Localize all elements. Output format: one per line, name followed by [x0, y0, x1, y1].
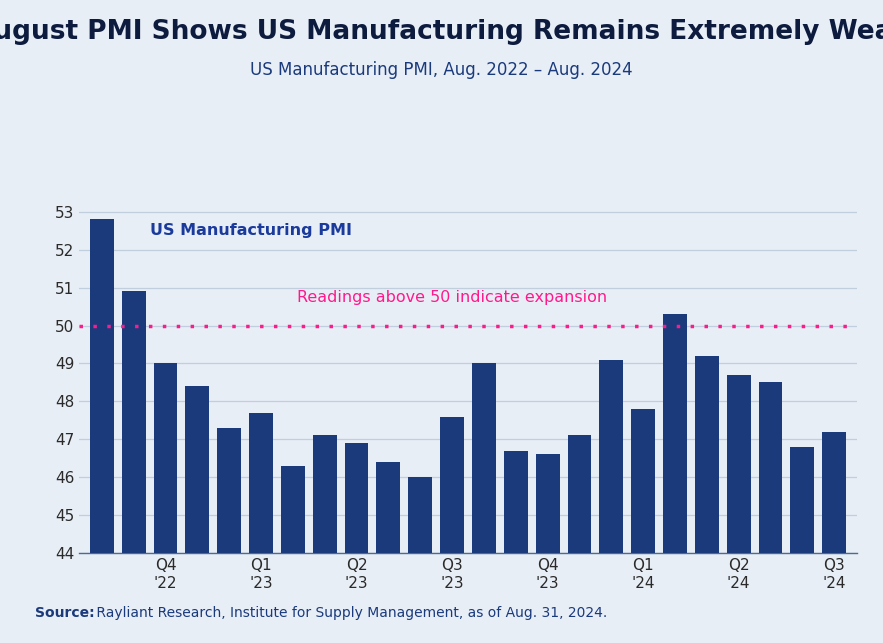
Bar: [663, 314, 687, 553]
Bar: [185, 386, 209, 553]
Bar: [758, 383, 782, 553]
Bar: [122, 291, 146, 553]
Bar: [600, 359, 623, 553]
Bar: [376, 462, 400, 553]
Bar: [727, 375, 751, 553]
Text: US Manufacturing PMI: US Manufacturing PMI: [149, 223, 351, 239]
Bar: [408, 477, 432, 553]
Bar: [217, 428, 241, 553]
Bar: [249, 413, 273, 553]
Text: Rayliant Research, Institute for Supply Management, as of Aug. 31, 2024.: Rayliant Research, Institute for Supply …: [92, 606, 608, 620]
Bar: [790, 447, 814, 553]
Text: August PMI Shows US Manufacturing Remains Extremely Weak: August PMI Shows US Manufacturing Remain…: [0, 19, 883, 45]
Text: Readings above 50 indicate expansion: Readings above 50 indicate expansion: [297, 290, 608, 305]
Bar: [536, 455, 560, 553]
Bar: [822, 431, 846, 553]
Bar: [472, 363, 496, 553]
Bar: [631, 409, 655, 553]
Text: US Manufacturing PMI, Aug. 2022 – Aug. 2024: US Manufacturing PMI, Aug. 2022 – Aug. 2…: [250, 61, 633, 79]
Bar: [90, 219, 114, 553]
Bar: [344, 443, 368, 553]
Bar: [695, 356, 719, 553]
Bar: [568, 435, 592, 553]
Bar: [440, 417, 464, 553]
Bar: [313, 435, 336, 553]
Text: Source:: Source:: [35, 606, 95, 620]
Bar: [281, 466, 305, 553]
Bar: [504, 451, 528, 553]
Bar: [154, 363, 177, 553]
